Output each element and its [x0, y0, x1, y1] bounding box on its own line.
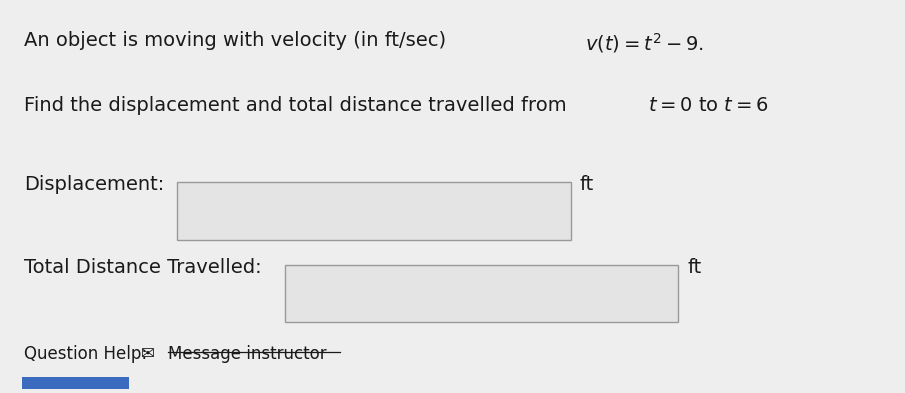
Text: $t = 0$ to $t = 6$: $t = 0$ to $t = 6$ — [648, 97, 768, 116]
Text: Question Help:: Question Help: — [24, 345, 147, 363]
Text: ✉: ✉ — [140, 345, 155, 363]
Text: $v(t) = t^2 - 9.$: $v(t) = t^2 - 9.$ — [586, 31, 704, 55]
Text: Find the displacement and total distance travelled from: Find the displacement and total distance… — [24, 97, 573, 116]
Text: Total Distance Travelled:: Total Distance Travelled: — [24, 258, 262, 277]
Text: An object is moving with velocity (in ft/sec): An object is moving with velocity (in ft… — [24, 31, 452, 50]
Text: ft: ft — [580, 175, 594, 195]
FancyBboxPatch shape — [285, 265, 679, 322]
Text: Displacement:: Displacement: — [24, 175, 164, 195]
FancyBboxPatch shape — [177, 182, 571, 240]
Text: ft: ft — [688, 258, 701, 277]
FancyBboxPatch shape — [22, 376, 129, 393]
Text: Message instructor: Message instructor — [168, 345, 327, 363]
